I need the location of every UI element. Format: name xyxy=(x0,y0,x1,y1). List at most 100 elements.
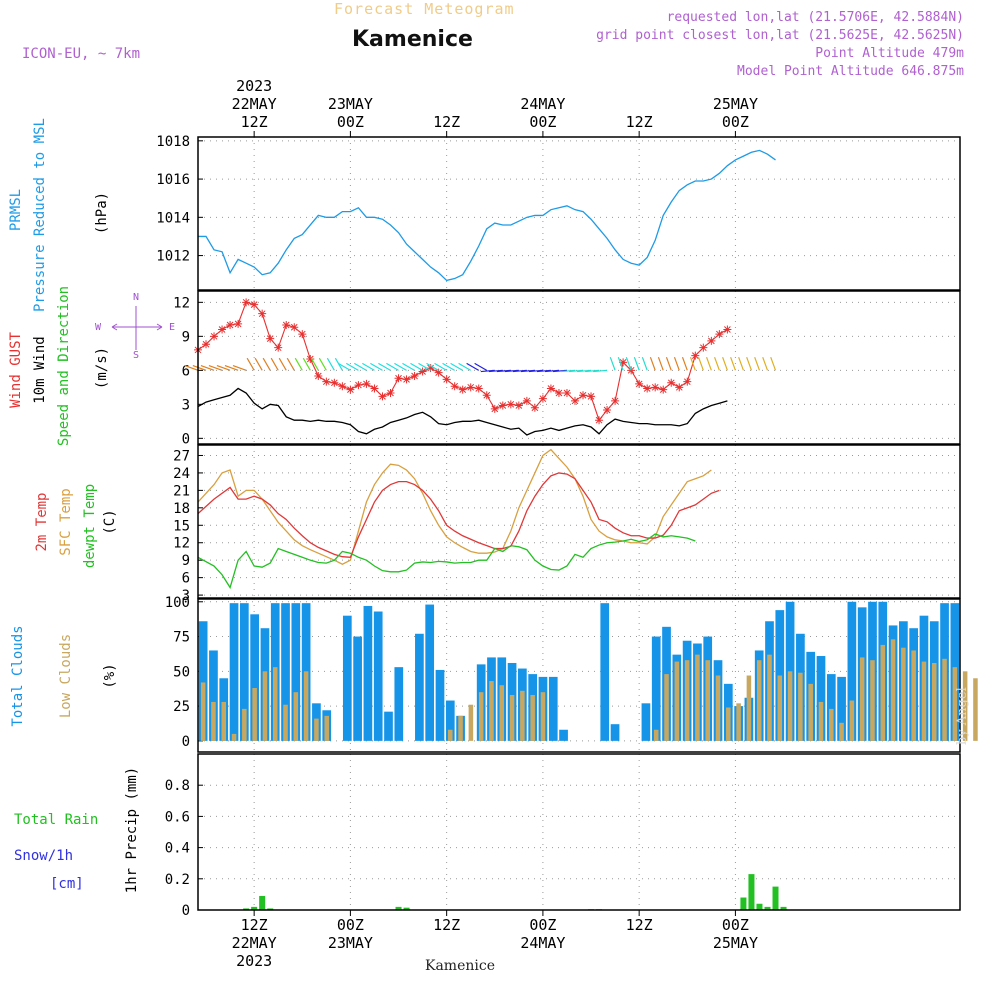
wind-gust-marker xyxy=(450,382,459,391)
low-cloud-bar xyxy=(767,654,772,741)
wind-direction-arrow xyxy=(770,356,777,371)
product-title: Forecast Meteogram xyxy=(334,0,515,18)
low-cloud-bar xyxy=(458,715,463,741)
wind-gust-marker xyxy=(370,384,379,393)
wind-direction-arrow xyxy=(286,357,295,371)
wind-gust-marker xyxy=(723,325,732,334)
sfc-temp-side-label: SFC Temp xyxy=(58,488,74,555)
low-cloud-bar xyxy=(231,733,237,741)
location-title: Kamenice xyxy=(352,27,473,52)
wind-gust-marker xyxy=(659,385,668,394)
point-altitude: Point Altitude 479m xyxy=(815,46,964,61)
rain-bar xyxy=(740,897,747,910)
low-cloud-bar xyxy=(314,718,319,741)
bottom-date-label: 24MAY xyxy=(520,934,565,952)
total-cloud-bar xyxy=(610,724,620,741)
wind-gust-marker xyxy=(643,384,652,393)
clouds-ytick-label: 25 xyxy=(173,699,190,715)
temperature-panel-bg xyxy=(198,445,960,598)
wind-direction-arrow xyxy=(738,356,744,371)
wind-direction-arrow xyxy=(410,362,423,371)
wind-gust-marker xyxy=(282,321,291,329)
rain-bar xyxy=(251,906,258,910)
wind-direction-arrow xyxy=(488,369,503,373)
footer-location: Kamenice xyxy=(425,958,495,974)
wind-gust-marker xyxy=(522,396,531,405)
low-cloud-bar xyxy=(303,671,309,741)
wind-gust-marker xyxy=(202,340,211,349)
wind-direction-arrow xyxy=(442,362,455,371)
wind-direction-arrow xyxy=(474,362,488,371)
pressure-panel-bg xyxy=(198,137,960,290)
total-cloud-bar xyxy=(600,603,610,741)
wind-speed-line xyxy=(197,387,728,436)
pressure-ytick-label: 1012 xyxy=(156,249,190,265)
wind-direction-arrow xyxy=(544,369,559,373)
wind-gust-marker xyxy=(683,377,692,386)
wind-gust-marker xyxy=(675,383,684,392)
model-point-altitude: Model Point Altitude 646.875m xyxy=(737,64,964,79)
low-cloud-bar xyxy=(530,694,535,741)
wind-direction-arrow xyxy=(504,369,519,373)
low-cloud-bar xyxy=(509,694,515,741)
wind-direction-arrow xyxy=(354,362,367,371)
low-cloud-bar xyxy=(859,657,865,741)
top-time-label: 12Z xyxy=(241,113,268,131)
total-cloud-bar xyxy=(415,633,424,741)
total-cloud-bar xyxy=(826,674,836,741)
clouds-panel-frame xyxy=(197,598,961,753)
wind-direction-arrow xyxy=(528,369,543,373)
watermark: by Angel xyxy=(955,687,970,745)
precip-ytick-label: 0.2 xyxy=(165,872,190,888)
wind-gust-marker xyxy=(434,368,443,377)
total-cloud-bar xyxy=(847,601,857,741)
low-cloud-bar xyxy=(839,722,844,741)
requested-coordinates: requested lon,lat (21.5706E, 42.5884N) xyxy=(666,10,964,25)
wind-direction-arrow xyxy=(262,357,271,371)
wind-direction-arrow xyxy=(512,369,527,373)
top-year-label: 2023 xyxy=(236,77,272,95)
wind-direction-arrow xyxy=(310,357,319,371)
pressure-ytick-label: 1016 xyxy=(156,172,190,188)
compass-north: N xyxy=(133,292,139,303)
temperature-ytick-label: 6 xyxy=(182,571,190,587)
wind-direction-arrow xyxy=(208,364,223,371)
wind-gust-marker xyxy=(346,385,355,394)
clouds-axis-label: (%) xyxy=(102,663,118,688)
precip-ytick-label: 0.4 xyxy=(165,841,190,857)
low-cloud-bar xyxy=(262,671,268,741)
total-cloud-bar xyxy=(281,603,290,741)
wind-direction-arrow xyxy=(345,362,359,371)
low-cloud-bar xyxy=(684,660,690,741)
low-cloud-bar xyxy=(293,692,299,741)
low-cloud-bar xyxy=(798,672,803,741)
total-cloud-bar xyxy=(425,604,435,741)
wind-direction-arrow xyxy=(754,356,761,371)
total-cloud-bar xyxy=(353,636,362,741)
wind-direction-arrow xyxy=(665,356,672,371)
low-cloud-bar xyxy=(942,658,947,741)
wind-direction-arrow xyxy=(609,356,616,371)
wind-gust-marker xyxy=(210,332,219,341)
wind-direction-arrow xyxy=(394,362,407,371)
low-cloud-bar xyxy=(715,675,721,741)
rain-bar xyxy=(403,907,410,910)
low-cloud-bar xyxy=(283,704,288,741)
wind-direction-arrow xyxy=(458,362,472,371)
wind-gust-marker xyxy=(338,382,347,391)
low-cloud-bar xyxy=(499,685,505,741)
low-cloud-bar xyxy=(478,692,484,741)
top-time-label: 00Z xyxy=(337,113,364,131)
temp-2m-line xyxy=(197,472,720,558)
wind-gust-marker xyxy=(554,389,563,397)
low-cloud-bar xyxy=(756,660,762,741)
bottom-time-label: 00Z xyxy=(337,916,364,934)
wind-direction-arrow xyxy=(673,356,680,371)
wind-direction-arrow xyxy=(649,356,656,371)
top-date-label: 25MAY xyxy=(713,95,758,113)
low-cloud-bar xyxy=(880,644,886,741)
low-cloud-bar xyxy=(787,671,793,741)
wind-panel-frame xyxy=(197,290,961,445)
temp-axis-label: (C) xyxy=(102,509,118,534)
